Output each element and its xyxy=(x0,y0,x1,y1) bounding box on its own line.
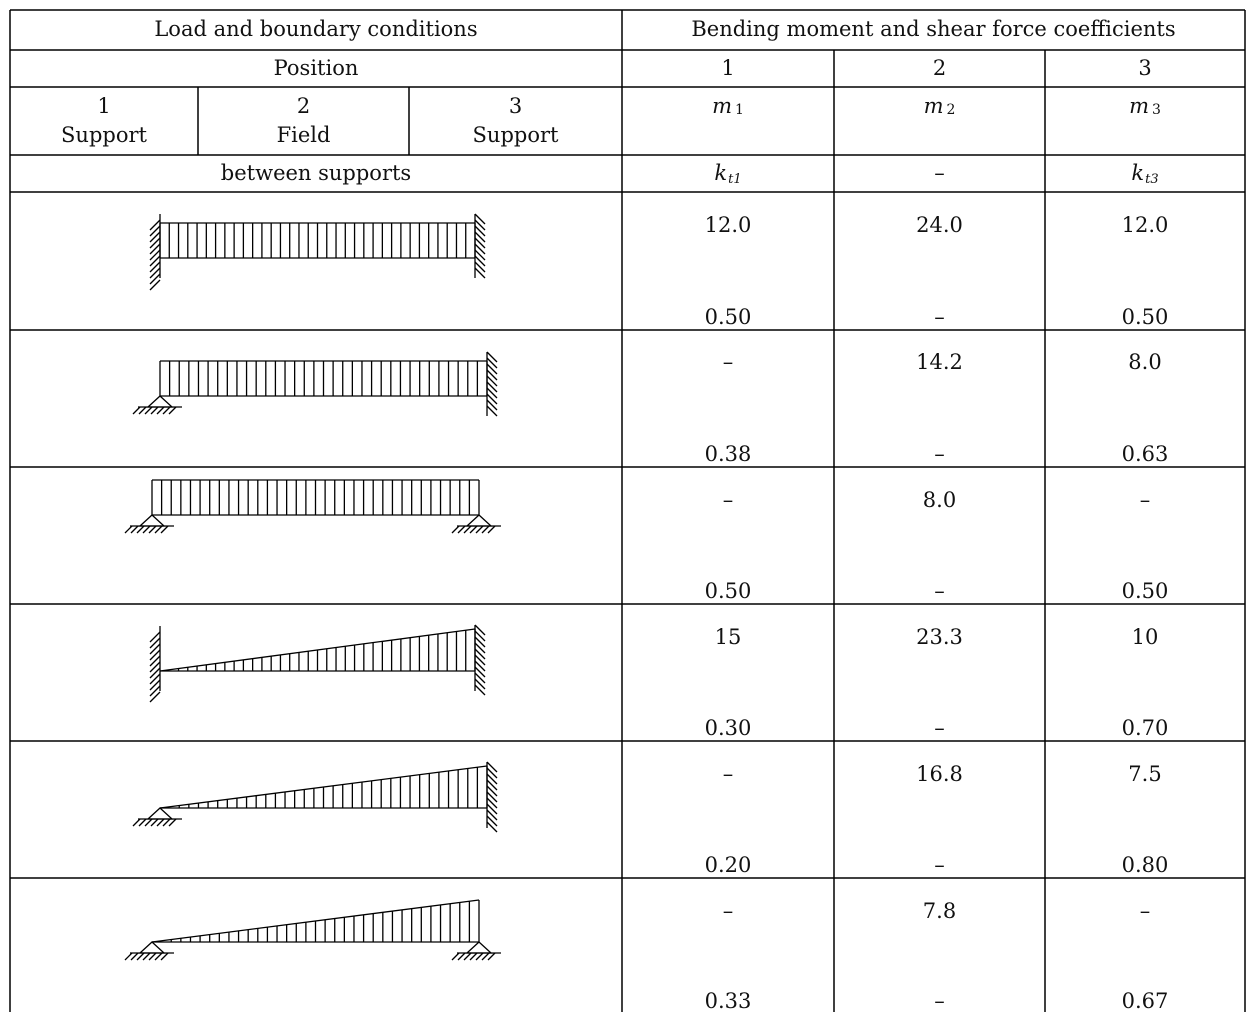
position-1-number: 1 xyxy=(97,94,111,118)
row5-m1: – xyxy=(722,762,734,786)
row3-k2: – xyxy=(934,579,945,603)
row4-m1: 15 xyxy=(714,625,742,649)
beam-diagram-1 xyxy=(149,213,486,291)
row1-k3: 0.50 xyxy=(1121,305,1169,329)
position-label: Position xyxy=(273,56,359,80)
row4-m2: 23.3 xyxy=(916,625,963,649)
row4-m3: 10 xyxy=(1131,625,1159,649)
row6-k2: – xyxy=(934,989,945,1013)
row4-k2: – xyxy=(934,716,945,740)
position-3-label: Support xyxy=(472,123,559,147)
shear-symbol-2: – xyxy=(934,161,945,185)
shear-symbol-3: kt3 xyxy=(1131,161,1159,187)
header-left-title: Load and boundary conditions xyxy=(154,17,478,41)
beam-diagram-3 xyxy=(124,479,501,534)
col-number-3: 3 xyxy=(1138,56,1152,80)
between-supports-label: between supports xyxy=(220,161,412,185)
row1-k1: 0.50 xyxy=(704,305,752,329)
row3-m3: – xyxy=(1139,488,1151,512)
row4-k3: 0.70 xyxy=(1121,716,1169,740)
header-right-title: Bending moment and shear force coefficie… xyxy=(691,17,1176,41)
shear-symbol-1: kt1 xyxy=(714,161,742,187)
row5-m3: 7.5 xyxy=(1128,762,1162,786)
row3-m1: – xyxy=(722,488,734,512)
row2-m2: 14.2 xyxy=(916,350,963,374)
position-1-label: Support xyxy=(61,123,147,147)
row1-m1: 12.0 xyxy=(704,213,752,237)
beam-diagram-5 xyxy=(132,761,498,833)
row1-m3: 12.0 xyxy=(1121,213,1169,237)
col-number-2: 2 xyxy=(932,56,947,80)
position-2-label: Field xyxy=(276,123,331,147)
row1-k2: – xyxy=(934,305,945,329)
row2-k2: – xyxy=(934,442,945,466)
row2-k3: 0.63 xyxy=(1121,442,1169,466)
row2-m3: 8.0 xyxy=(1128,350,1162,374)
col-number-1: 1 xyxy=(721,56,735,80)
row3-k3: 0.50 xyxy=(1121,579,1169,603)
row2-m1: – xyxy=(722,350,734,374)
row2-k1: 0.38 xyxy=(704,442,752,466)
position-3-number: 3 xyxy=(508,94,523,118)
beam-diagram-6 xyxy=(124,899,501,961)
row6-m3: – xyxy=(1139,899,1151,923)
row5-k1: 0.20 xyxy=(704,853,752,877)
row5-k2: – xyxy=(934,853,945,877)
row6-k1: 0.33 xyxy=(704,989,752,1013)
row3-m2: 8.0 xyxy=(922,488,957,512)
row3-k1: 0.50 xyxy=(704,579,752,603)
row5-k3: 0.80 xyxy=(1121,853,1169,877)
row4-k1: 0.30 xyxy=(704,716,752,740)
beam-diagram-2 xyxy=(132,351,498,417)
row6-m1: – xyxy=(722,899,734,923)
row6-m2: 7.8 xyxy=(922,899,957,923)
position-2-number: 2 xyxy=(296,94,311,118)
row1-m2: 24.0 xyxy=(916,213,963,237)
row6-k3: 0.67 xyxy=(1121,989,1169,1013)
beam-diagrams xyxy=(124,213,501,961)
row5-m2: 16.8 xyxy=(916,762,963,786)
beam-diagram-4 xyxy=(149,624,486,703)
